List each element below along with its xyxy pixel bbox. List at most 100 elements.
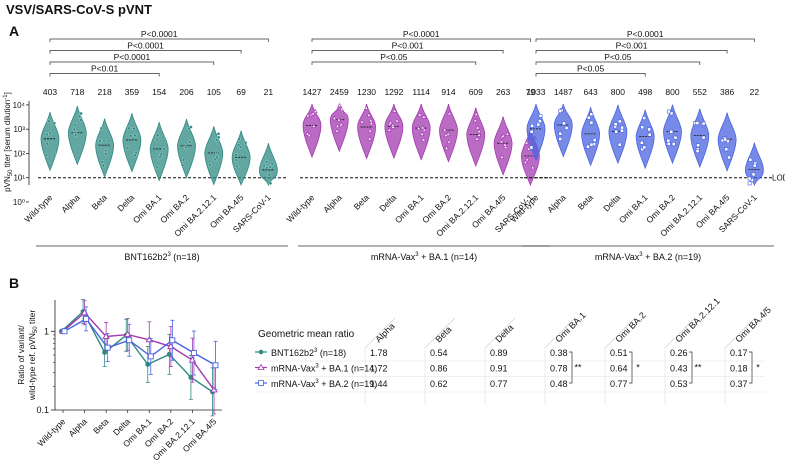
data-point (243, 141, 248, 145)
significance-bracket (689, 351, 693, 384)
data-point (751, 172, 756, 177)
series-line (64, 317, 216, 366)
data-point (474, 136, 480, 141)
header-divider (724, 317, 756, 349)
pvalue-bracket (535, 73, 646, 77)
data-point (673, 135, 678, 140)
x-category-label-b: Beta (91, 416, 111, 436)
panel-a-label: A (9, 23, 19, 39)
data-point (187, 126, 191, 131)
pvalue-bracket (49, 61, 215, 65)
data-point (747, 176, 752, 181)
data-point (52, 121, 57, 125)
row-label-rest: + BA.1 (n=14) (319, 364, 378, 374)
data-point (181, 158, 186, 162)
group-label-name: mRNA-Vax (595, 252, 640, 262)
data-point (529, 145, 534, 150)
line-point (147, 353, 154, 360)
table-column-header: Omi BA.2 (613, 310, 647, 344)
gmt-label: 206 (179, 87, 193, 97)
violin-shape (149, 122, 169, 182)
data-point (666, 109, 671, 114)
gmt-label: 914 (441, 87, 455, 97)
gmt-label: 79 (526, 87, 536, 97)
row-label-sup: 3 (314, 348, 318, 354)
data-point (620, 125, 625, 130)
violin-shape (690, 108, 710, 169)
data-point (524, 140, 529, 145)
data-point (671, 142, 676, 146)
ylabel-part-a: pVN (3, 176, 12, 192)
data-point (155, 133, 160, 137)
gmt-label: 718 (70, 87, 84, 97)
data-point (558, 109, 563, 113)
significance-bracket (629, 351, 633, 384)
gmt-label: 1033 (527, 87, 546, 97)
data-point (162, 147, 166, 151)
data-point (589, 112, 594, 117)
data-point (367, 136, 373, 141)
data-point (366, 112, 372, 117)
x-category-label-a: Beta (90, 192, 110, 212)
data-point (390, 122, 396, 127)
table-cell: 0.54 (430, 348, 448, 358)
pvalue-bracket (535, 38, 755, 42)
legend-marker (258, 380, 264, 386)
x-category-label-a: Delta (377, 192, 398, 213)
data-point (267, 173, 271, 177)
gmt-label: 1427 (303, 87, 322, 97)
group-label-name: mRNA-Vax (371, 252, 416, 262)
data-point (536, 122, 541, 127)
data-point (530, 165, 536, 170)
row-label-rest: (n=18) (317, 348, 346, 358)
data-point (98, 139, 102, 143)
row-label-sup: 3 (315, 364, 319, 370)
data-point (332, 115, 337, 120)
table-cell: 0.64 (610, 364, 628, 374)
data-point (613, 122, 618, 127)
data-point (334, 128, 340, 133)
violin-shape (302, 103, 322, 159)
significance-bracket (569, 351, 573, 384)
data-point (237, 137, 241, 141)
table-cell: 0.51 (610, 348, 628, 358)
data-point (44, 153, 49, 157)
pvalue-bracket (535, 61, 701, 65)
table-cell: 0.77 (610, 379, 628, 389)
gmt-label: 21 (264, 87, 274, 97)
pvalue-bracket (311, 50, 504, 54)
gmt-label: 22 (750, 87, 760, 97)
group-label-sup: 3 (415, 252, 419, 258)
data-point (159, 152, 163, 157)
data-point (215, 155, 219, 160)
ylabel-b-sub: 50 (33, 326, 39, 333)
gmt-label: 218 (98, 87, 112, 97)
data-point (79, 111, 83, 116)
data-point (236, 143, 241, 147)
data-point (45, 142, 49, 146)
line-point (212, 362, 219, 369)
data-point (476, 128, 482, 133)
table-title: Geometric mean ratio (258, 329, 355, 340)
data-point (592, 138, 597, 142)
data-point (502, 142, 508, 147)
data-point (235, 164, 239, 169)
gmt-label: 498 (638, 87, 652, 97)
data-point (642, 145, 647, 150)
data-point (102, 139, 106, 143)
data-point (647, 127, 652, 132)
pvalue-label: P<0.0001 (403, 29, 440, 39)
table-column-header: Omi BA.2.12.1 (673, 296, 721, 344)
data-point (475, 125, 480, 130)
data-point (444, 145, 449, 150)
data-point (310, 111, 316, 116)
data-point (101, 163, 105, 168)
gmt-label: 643 (584, 87, 598, 97)
x-category-label-a: Wild-type (22, 192, 54, 224)
data-point (617, 142, 622, 147)
ylabel-part-a: titer [serum dilution (3, 100, 12, 170)
data-point (748, 157, 753, 162)
data-point (524, 157, 530, 162)
gmt-label: 1292 (384, 87, 403, 97)
table-cell: 0.43 (670, 364, 688, 374)
